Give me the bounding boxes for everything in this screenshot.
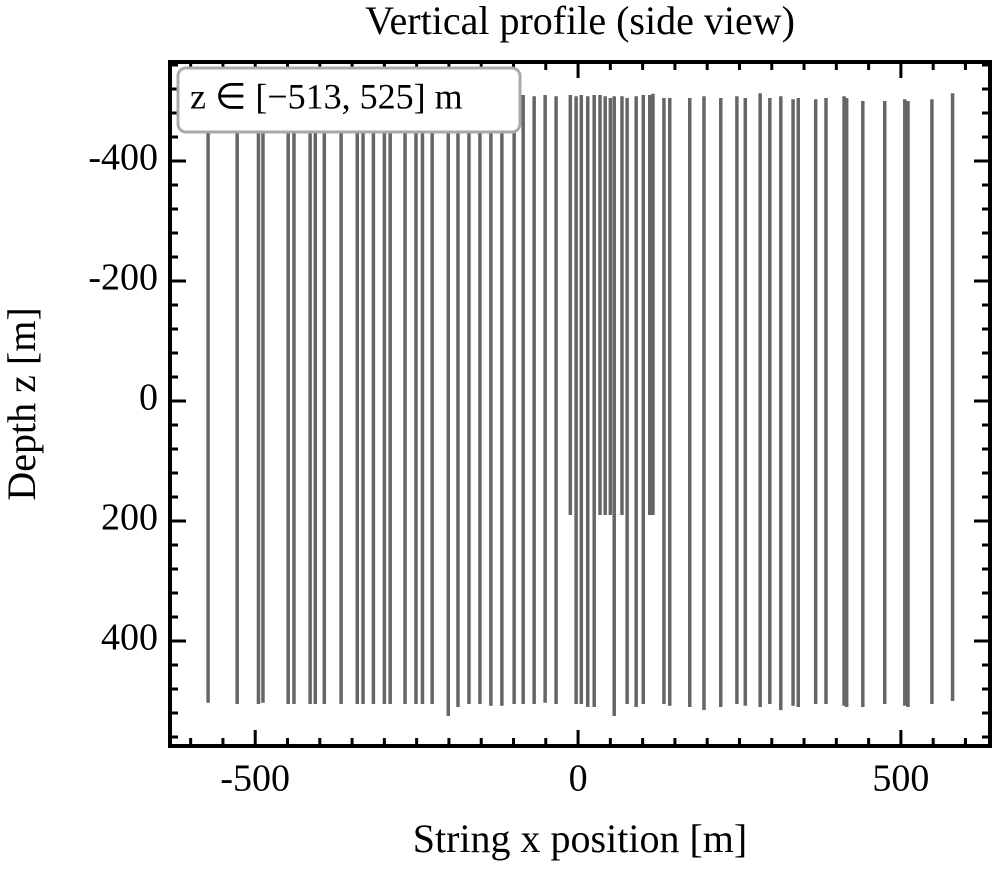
- annotation-box: [176, 66, 522, 134]
- annotation: z ∈ [−513, 525] m: [190, 76, 463, 116]
- y-tick-label: -200: [88, 257, 158, 299]
- y-tick-label: 200: [101, 497, 158, 539]
- x-tick-label: 0: [569, 758, 588, 800]
- plot-frame: [168, 60, 992, 748]
- x-tick-label: 500: [872, 758, 929, 800]
- y-tick-label: 0: [139, 377, 158, 419]
- x-tick-label: -500: [220, 758, 290, 800]
- y-tick-label: -400: [88, 137, 158, 179]
- chart-title: Vertical profile (side view): [365, 0, 795, 43]
- y-axis-label: Depth z [m]: [0, 307, 44, 500]
- x-axis-label: String x position [m]: [413, 816, 747, 861]
- y-tick-label: 400: [101, 617, 158, 659]
